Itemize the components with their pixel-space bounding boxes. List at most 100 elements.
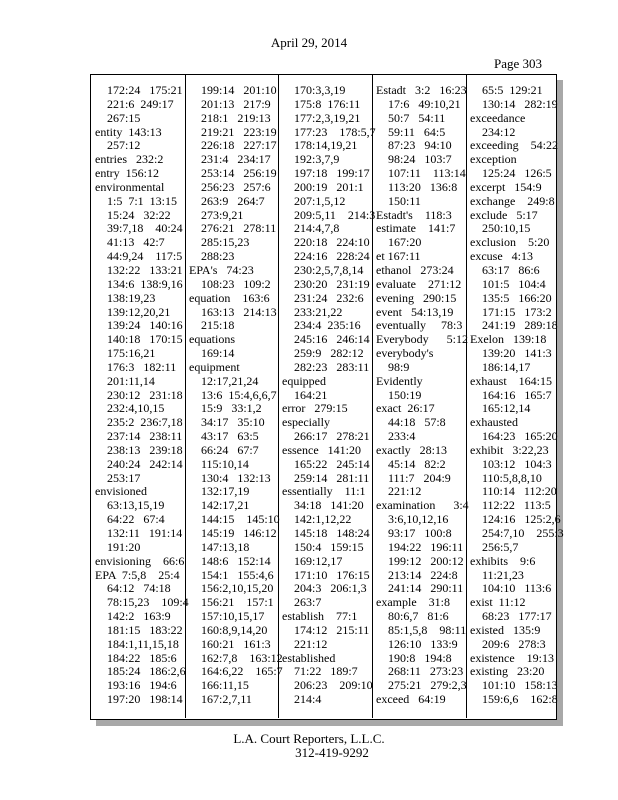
index-entry: envisioning 66:6 xyxy=(95,553,185,568)
index-page-refs: 148:6 152:14 xyxy=(201,553,271,568)
index-entry: equipment xyxy=(189,359,240,374)
index-page-refs: 157:10,15,17 xyxy=(201,609,265,624)
index-page-refs: 231:24 232:6 xyxy=(294,290,364,305)
index-page-refs: 130:4 132:13 xyxy=(201,470,271,485)
index-entry: exchange 249:8 xyxy=(470,193,555,208)
index-column-5: 65:5 129:21 130:14 282:19 exceedance 234:12… xyxy=(470,83,564,712)
index-entry: EPA 7:5,8 25:4 xyxy=(95,567,180,582)
index-page-refs: 17:6 49:10,21 xyxy=(388,96,461,111)
index-page-refs: 215:18 xyxy=(201,318,235,333)
index-entry: everybody's xyxy=(376,346,434,361)
index-page-refs: 288:23 xyxy=(201,249,235,264)
index-page-refs: 64:22 67:4 xyxy=(107,512,165,527)
index-page-refs: 104:10 113:6 xyxy=(482,581,552,596)
index-page-refs: 164:21 xyxy=(294,387,328,402)
column-divider xyxy=(466,75,468,718)
index-entry: Exelon 139:18 xyxy=(470,332,547,347)
index-page-refs: 234:4 235:16 xyxy=(294,318,361,333)
index-page-refs: 150:11 xyxy=(388,193,421,208)
index-page-refs: 171:15 173:2 xyxy=(482,304,552,319)
index-column-1: 172:24 175:21 221:6 249:17 267:15 entity 14… xyxy=(95,83,189,712)
index-entry: evaluate 271:12 xyxy=(376,276,462,291)
index-entry: EPA's 74:23 xyxy=(189,262,254,277)
index-page-refs: 139:12,20,21 xyxy=(107,304,171,319)
index-entry: existence 19:13 xyxy=(470,650,554,665)
column-divider xyxy=(185,75,187,718)
index-page-refs: 169:14 xyxy=(201,346,235,361)
index-page-refs: 285:15,23 xyxy=(201,235,250,250)
index-page-refs: 12:17,21,24 xyxy=(201,373,259,388)
index-page-refs: 230:12 231:18 xyxy=(107,387,183,402)
index-page-refs: 165:22 245:14 xyxy=(294,456,370,471)
index-page-refs: 13:6 15:4,6,6,7 xyxy=(201,387,277,402)
index-page-refs: 44:18 57:8 xyxy=(388,415,446,430)
index-entry: entries 232:2 xyxy=(95,152,164,167)
index-page-refs: 160:21 161:3 xyxy=(201,636,271,651)
index-page-refs: 113:20 136:8 xyxy=(388,179,458,194)
index-page-refs: 241:14 290:11 xyxy=(388,581,464,596)
index-page-refs: 142:17,21 xyxy=(201,498,250,513)
index-entry: entry 156:12 xyxy=(95,166,159,181)
index-page-refs: 93:17 100:8 xyxy=(388,526,452,540)
index-page-refs: 45:14 82:2 xyxy=(388,456,446,471)
index-page-refs: 254:7,10 255:3 xyxy=(482,526,564,540)
index-page-refs: 159:6,6 162:8 xyxy=(482,692,558,707)
index-entry: ethanol 273:24 xyxy=(376,262,454,277)
index-entry: exhibit 3:22,23 xyxy=(470,442,549,457)
index-page-refs: 134:6 138:9,16 xyxy=(107,276,183,291)
index-page-refs: 145:19 146:12 xyxy=(201,526,277,540)
index-page-refs: 132:17,19 xyxy=(201,484,250,499)
index-page-refs: 139:20 141:3 xyxy=(482,346,552,361)
index-entry: Everybody 5:12 xyxy=(376,332,468,347)
index-entry: exact 26:17 xyxy=(376,401,435,416)
index-page-refs: 87:23 94:10 xyxy=(388,138,452,153)
index-page-refs: 167:2,7,11 xyxy=(201,692,252,707)
index-entry: environmental xyxy=(95,179,165,194)
index-entry: exceeding 54:22 xyxy=(470,138,558,153)
index-page-refs: 186:14,17 xyxy=(482,359,531,374)
column-divider xyxy=(372,75,374,718)
index-entry: established xyxy=(282,650,336,665)
index-page-refs: 263:9 264:7 xyxy=(201,193,265,208)
index-page-refs: 107:11 113:14 xyxy=(388,166,466,181)
index-page-refs: 101:10 158:13 xyxy=(482,678,558,693)
index-page-refs: 108:23 109:2 xyxy=(201,276,271,291)
index-page-refs: 132:22 133:21 xyxy=(107,262,183,277)
index-entry: existed 135:9 xyxy=(470,622,541,637)
index-entry: exclusion 5:20 xyxy=(470,235,550,250)
index-entry: equations xyxy=(189,332,235,347)
index-column-3: 170:3,3,19 175:8 176:11 177:2,3,19,21 177:2… xyxy=(282,83,376,712)
index-page-refs: 191:20 xyxy=(107,539,141,554)
index-page-refs: 197:20 198:14 xyxy=(107,692,183,707)
index-page-refs: 207:1,5,12 xyxy=(294,193,346,208)
index-page-refs: 111:7 204:9 xyxy=(388,470,451,485)
index-page-refs: 11:21,23 xyxy=(482,567,524,582)
index-entry: exception xyxy=(470,152,517,167)
index-page-refs: 177:2,3,19,21 xyxy=(294,110,361,125)
index-page-refs: 139:24 140:16 xyxy=(107,318,183,333)
index-page-refs: 235:2 236:7,18 xyxy=(107,415,183,430)
index-page-refs: 181:15 183:22 xyxy=(107,622,183,637)
page-number: Page 303 xyxy=(494,56,543,71)
index-page-refs: 250:10,15 xyxy=(482,221,531,236)
court-reporter-name: L.A. Court Reporters, L.L.C. xyxy=(233,731,385,746)
index-page-refs: 226:18 227:17 xyxy=(201,138,277,153)
index-page-refs: 230:20 231:19 xyxy=(294,276,370,291)
index-page-refs: 63:17 86:6 xyxy=(482,262,540,277)
index-page-refs: 220:18 224:10 xyxy=(294,235,370,250)
index-entry: exist 11:12 xyxy=(470,595,526,610)
index-page-refs: 201:11,14 xyxy=(107,373,155,388)
index-page-refs: 257:12 xyxy=(107,138,141,153)
index-page-refs: 167:20 xyxy=(388,235,422,250)
index-entry: evening 290:15 xyxy=(376,290,457,305)
index-page-refs: 112:22 113:5 xyxy=(482,498,551,513)
index-page-refs: 233:4 xyxy=(388,429,416,444)
index-page-refs: 164:23 165:20 xyxy=(482,429,558,444)
index-entry: Evidently xyxy=(376,373,423,388)
index-page-refs: 193:16 194:6 xyxy=(107,678,177,693)
index-entry: equipped xyxy=(282,373,326,388)
court-reporter-phone: 312-419-9292 xyxy=(295,745,369,760)
index-page-refs: 178:14,19,21 xyxy=(294,138,358,153)
index-page-refs: 245:16 246:14 xyxy=(294,332,370,347)
index-page-refs: 165:12,14 xyxy=(482,401,531,416)
